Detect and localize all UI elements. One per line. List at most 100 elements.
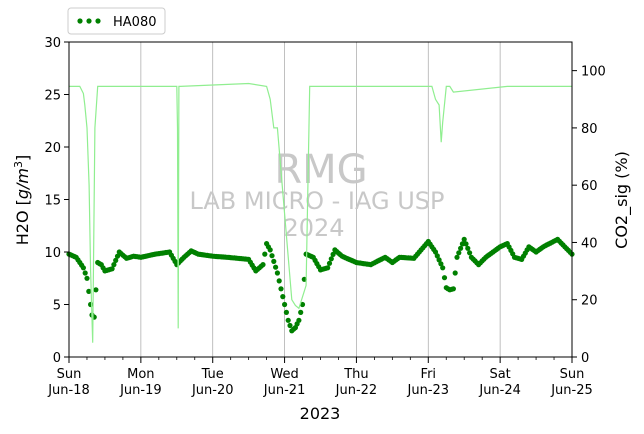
data-point: [328, 256, 334, 262]
x-tick-label-day: Fri: [421, 367, 437, 382]
left-y-tick-label: 15: [44, 194, 61, 209]
data-point: [456, 250, 462, 256]
left-y-tick-label: 10: [44, 246, 61, 261]
data-point: [80, 265, 86, 271]
data-point: [283, 309, 289, 315]
data-point: [325, 265, 331, 271]
watermark: RMG LAB MICRO - IAG USP 2024: [189, 147, 444, 242]
x-tick-label-date: Jun-18: [47, 383, 90, 398]
x-tick-label-day: Sun: [57, 367, 82, 382]
data-point: [262, 251, 268, 257]
right-y-tick-label: 20: [581, 294, 598, 309]
data-point: [434, 253, 440, 259]
data-point: [114, 253, 121, 259]
data-point: [84, 275, 90, 281]
data-point: [461, 236, 467, 242]
data-point: [440, 265, 446, 271]
data-point: [452, 270, 458, 276]
data-point: [463, 241, 469, 247]
legend-label-ha080: HA080: [113, 15, 156, 30]
data-point: [441, 275, 448, 281]
x-tick-label-day: Thu: [343, 367, 368, 382]
x-tick-label-date: Jun-20: [191, 383, 234, 398]
data-point: [276, 278, 282, 284]
data-point: [88, 301, 94, 308]
legend-marker-dot: [95, 18, 101, 24]
left-y-axis: 0 5 10 15 20 25 30: [44, 36, 69, 366]
data-point: [296, 317, 302, 323]
watermark-subtitle: LAB MICRO - IAG USP: [189, 187, 444, 215]
x-tick-label-day: Sun: [560, 367, 585, 382]
data-point: [278, 286, 284, 292]
legend-marker-ha080: [77, 18, 101, 24]
left-y-tick-label: 25: [44, 89, 61, 104]
series-line-co2-sig: [69, 82, 572, 343]
series-points-ha080: [66, 236, 575, 334]
data-point: [93, 287, 99, 293]
data-point: [109, 266, 115, 272]
left-y-tick-label: 30: [44, 36, 61, 51]
right-y-axis-label: CO2_sig (%): [612, 151, 632, 249]
data-point: [111, 262, 117, 268]
series-layer: [66, 82, 575, 343]
data-point: [287, 322, 293, 329]
data-point: [86, 288, 92, 294]
legend-marker-dot: [86, 18, 92, 24]
x-tick-label-date: Jun-19: [119, 383, 162, 398]
legend: HA080: [67, 7, 166, 35]
data-point: [299, 301, 306, 308]
data-point: [436, 257, 442, 263]
data-point: [454, 254, 460, 260]
x-tick-label-date: Jun-23: [407, 383, 450, 398]
x-tick-label-date: Jun-21: [263, 383, 306, 398]
left-y-label-unit: g/m: [13, 168, 32, 199]
left-y-label-suffix: ]: [13, 155, 32, 161]
watermark-year: 2024: [283, 214, 344, 242]
data-point: [432, 249, 439, 255]
data-point: [280, 294, 286, 300]
x-tick-label-day: Wed: [270, 367, 298, 382]
x-tick-label-day: Mon: [127, 367, 154, 382]
x-tick-label-date: Jun-24: [478, 383, 521, 398]
right-y-tick-label: 0: [581, 351, 589, 366]
legend-marker-dot: [77, 18, 83, 24]
x-tick-label-date: Jun-25: [550, 383, 593, 398]
right-y-tick-label: 60: [581, 179, 598, 194]
x-tick-label-day: Sat: [489, 367, 510, 382]
x-tick-label-day: Tue: [201, 367, 224, 382]
x-tick-label-date: Jun-22: [335, 383, 378, 398]
left-y-tick-label: 5: [53, 299, 61, 314]
left-y-tick-label: 20: [44, 141, 61, 156]
right-y-tick-label: 80: [581, 122, 598, 137]
right-y-tick-label: 40: [581, 236, 598, 251]
right-y-tick-label: 100: [581, 65, 606, 80]
data-point: [450, 286, 456, 292]
data-point: [113, 257, 119, 263]
left-y-label-exp: 3: [12, 161, 25, 168]
x-axis: SunJun-18MonJun-19TueJun-20WedJun-21ThuJ…: [47, 357, 593, 398]
data-point: [260, 262, 266, 268]
data-point: [330, 251, 336, 257]
watermark-title: RMG: [274, 147, 367, 193]
data-point: [467, 250, 473, 256]
data-point: [273, 264, 279, 270]
left-y-axis-label: H2O [g/m3]: [12, 155, 33, 246]
data-point: [438, 261, 444, 267]
x-axis-label: 2023: [300, 404, 341, 423]
data-point: [458, 245, 464, 251]
data-point: [269, 253, 275, 259]
right-y-axis: 0 20 40 60 80 100: [572, 65, 606, 366]
data-point: [267, 247, 273, 253]
data-point: [285, 317, 291, 323]
data-point: [274, 270, 280, 276]
data-point: [326, 260, 333, 266]
left-y-label-prefix: H2O [: [13, 199, 32, 245]
data-point: [459, 241, 465, 247]
data-point: [82, 270, 88, 276]
left-y-tick-label: 0: [53, 351, 61, 366]
legend-box: [67, 7, 166, 35]
data-point: [282, 301, 288, 308]
data-point: [465, 245, 471, 251]
grid-lines: [140, 42, 501, 357]
